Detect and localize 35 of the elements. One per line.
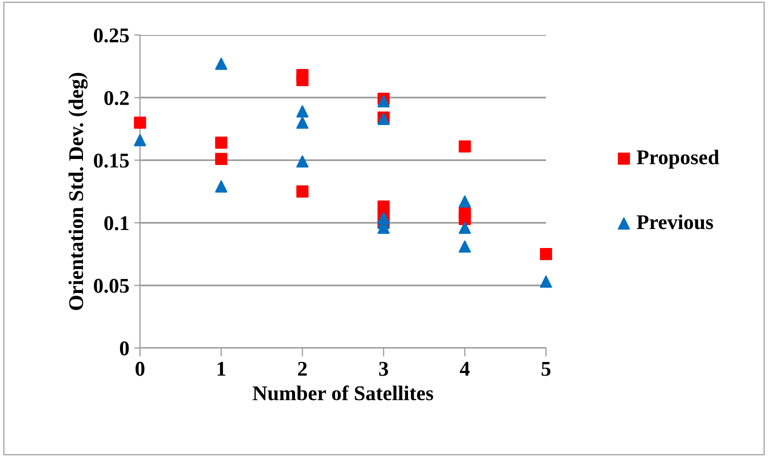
point	[215, 180, 228, 193]
x-tick-label: 4	[460, 362, 470, 376]
point	[378, 95, 390, 108]
point	[458, 140, 471, 152]
x-tick-label: 3	[379, 362, 388, 376]
point	[296, 74, 308, 86]
point	[134, 134, 146, 146]
x-tick-label: 2	[298, 362, 307, 376]
point	[296, 105, 308, 118]
point	[134, 116, 146, 129]
point	[540, 248, 552, 260]
point	[458, 212, 471, 226]
legend-label: Previous	[636, 214, 714, 230]
x-tick-label: 5	[542, 362, 550, 376]
y-tick-label: 0.2	[104, 90, 129, 106]
y-tick-label: 0.1	[104, 216, 129, 230]
x-tick-label: 0	[136, 362, 144, 376]
point	[215, 136, 228, 149]
y-tick-label: 0	[120, 341, 129, 356]
point	[296, 155, 308, 168]
point	[458, 195, 471, 208]
legend-label: Proposed	[636, 150, 720, 169]
y-axis-title: Orientation Std. Dev. (deg)	[68, 72, 88, 310]
y-tick-label: 0.25	[94, 28, 129, 43]
y-tick-label: 0.05	[94, 278, 129, 293]
x-tick-label: 1	[218, 362, 226, 376]
y-tick-label: 0.15	[94, 154, 129, 168]
point	[458, 222, 471, 234]
point	[215, 58, 228, 70]
point	[296, 185, 308, 198]
x-axis-title: Number of Satellites	[252, 385, 434, 400]
point	[458, 240, 471, 253]
point	[215, 152, 228, 166]
point	[296, 116, 308, 129]
point	[540, 276, 552, 288]
